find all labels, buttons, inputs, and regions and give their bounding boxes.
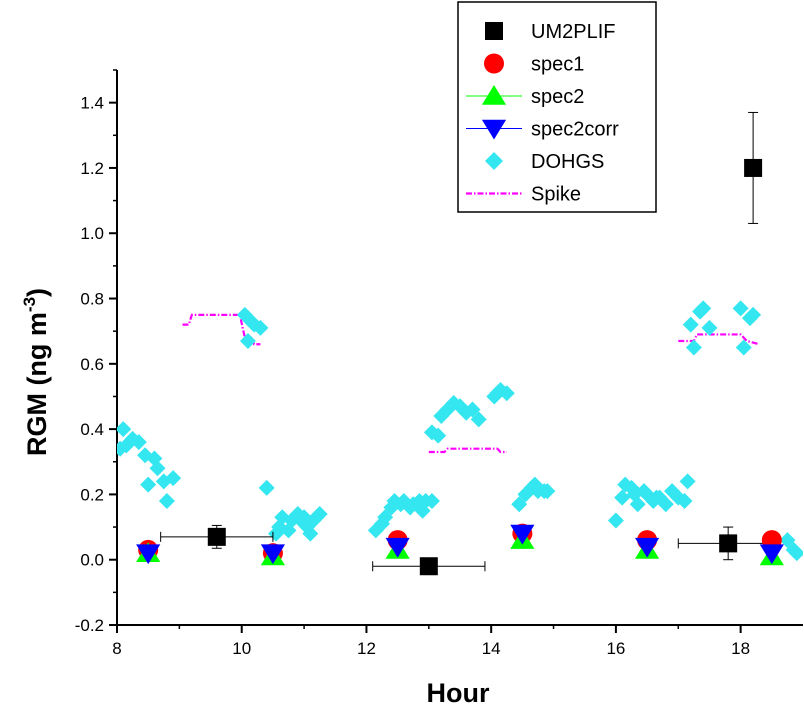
y-tick-label: 1.4 [80, 94, 104, 113]
spec2corr-point [634, 537, 660, 558]
dohgs-point [377, 509, 394, 526]
x-tick-label: 18 [731, 639, 750, 658]
y-tick-label: 0.6 [80, 355, 104, 374]
dohgs-point [239, 332, 256, 349]
spec2corr-point [759, 544, 784, 565]
legend-entry-dohgs: DOHGS [485, 151, 604, 173]
x-axis-title: Hour [427, 678, 490, 708]
dohgs-point [117, 421, 132, 438]
y-tick-label: 0.8 [80, 290, 104, 309]
legend-marker [485, 152, 503, 170]
dohgs-point [607, 512, 624, 529]
dohgs-point [539, 483, 556, 500]
y-axis-title-close: ) [22, 288, 52, 297]
dohgs-point [745, 306, 762, 323]
legend-entry-spec2corr: spec2corr [466, 119, 619, 141]
x-tick-label: 12 [357, 639, 376, 658]
dohgs-point [685, 339, 702, 356]
dohgs-point [498, 385, 515, 402]
legend-entry-spec1: spec1 [484, 53, 584, 76]
dohgs-point [246, 316, 263, 333]
y-tick-label: 0.0 [80, 551, 104, 570]
spec2corr-point [510, 524, 535, 545]
dohgs-point [258, 479, 275, 496]
dohgs-point [695, 300, 712, 317]
dohgs-point [464, 401, 481, 418]
legend-entry-spike: Spike [466, 184, 581, 206]
data-marks [117, 111, 803, 576]
legend-label: spec2corr [531, 119, 619, 141]
y-tick-label: 1.0 [80, 224, 104, 243]
series-spec2 [136, 529, 784, 566]
dohgs-point [423, 492, 440, 509]
y-tick-label: 1.2 [80, 159, 104, 178]
x-tick-label: 16 [606, 639, 625, 658]
dohgs-point [779, 532, 796, 549]
legend-label: DOHGS [531, 151, 604, 173]
dohgs-point [130, 434, 147, 451]
legend-entry-spec2: spec2 [466, 85, 584, 108]
y-axis-title: RGM (ng m-3) [20, 288, 52, 456]
dohgs-point [311, 506, 328, 522]
dohgs-point [140, 476, 157, 493]
legend-marker [485, 22, 503, 40]
dohgs-point [614, 489, 631, 506]
dohgs-point [430, 427, 447, 444]
dohgs-point [302, 525, 319, 542]
x-tick-label: 8 [112, 639, 121, 658]
y-axis-title-main: RGM (ng m [22, 312, 52, 456]
um2plif-point [207, 527, 226, 546]
legend-label: spec1 [531, 54, 584, 76]
spike-line [428, 447, 507, 454]
y-tick-label: 0.4 [80, 420, 104, 439]
dohgs-point [701, 319, 718, 336]
dohgs-point [252, 319, 269, 336]
dohgs-point [657, 496, 674, 513]
legend-marker [484, 53, 504, 74]
um2plif-point [719, 534, 738, 553]
x-tick-label: 10 [232, 639, 251, 658]
tick-labels: 8 10 12 14 16 18 -0.2 0.0 0.2 0.4 0.6 0.8 1.0 1.2 1.4 [75, 94, 750, 658]
y-tick-label: 0.2 [80, 485, 104, 504]
dohgs-point [788, 545, 803, 562]
legend-label: UM2PLIF [531, 21, 615, 43]
series-spike [182, 313, 760, 454]
series-spec2corr [136, 524, 784, 565]
legend-label: spec2 [531, 86, 584, 108]
y-axis-title-superscript: -3 [20, 297, 39, 312]
dohgs-point [165, 470, 182, 487]
y-tick-label: -0.2 [75, 616, 104, 635]
spec2corr-point [260, 544, 286, 565]
dohgs-point [732, 300, 749, 317]
dohgs-point [676, 492, 693, 509]
um2plif-point [419, 557, 438, 576]
legend-marker [481, 85, 507, 105]
legend-marker [481, 119, 507, 140]
legend-entry-um2plif: UM2PLIF [485, 21, 615, 43]
x-tick-label: 14 [482, 639, 501, 658]
series-dohgs [117, 300, 803, 562]
dohgs-point [158, 492, 175, 509]
dohgs-point [682, 316, 699, 333]
dohgs-point [511, 496, 528, 513]
dohgs-point [470, 411, 487, 428]
dohgs-point [149, 460, 166, 477]
legend-label: Spike [531, 184, 581, 206]
spec2corr-point [136, 544, 161, 565]
tick-marks [109, 69, 742, 633]
axes-frame [116, 70, 803, 626]
spike-line [678, 333, 760, 346]
dohgs-point [679, 473, 696, 490]
legend: UM2PLIF spec1 spec2 spec2corr DOHGS Spike [457, 1, 657, 213]
um2plif-point [744, 158, 763, 177]
series-um2plif [160, 111, 779, 576]
dohgs-point [735, 339, 752, 356]
dohgs-point [629, 496, 646, 513]
spec2corr-point [385, 537, 410, 558]
